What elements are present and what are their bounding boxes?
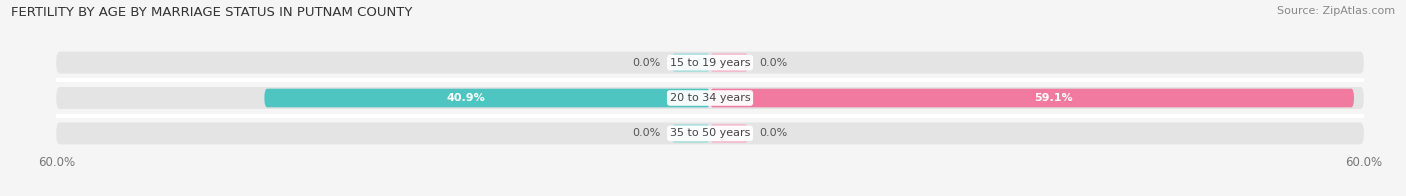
FancyBboxPatch shape <box>710 53 748 72</box>
Text: 35 to 50 years: 35 to 50 years <box>669 128 751 138</box>
Text: 0.0%: 0.0% <box>633 128 661 138</box>
FancyBboxPatch shape <box>56 122 1364 144</box>
FancyBboxPatch shape <box>56 87 1364 109</box>
Text: 0.0%: 0.0% <box>759 128 787 138</box>
Text: 15 to 19 years: 15 to 19 years <box>669 58 751 68</box>
Text: 0.0%: 0.0% <box>759 58 787 68</box>
FancyBboxPatch shape <box>56 52 1364 74</box>
FancyBboxPatch shape <box>672 124 710 143</box>
Text: 59.1%: 59.1% <box>1035 93 1073 103</box>
Text: FERTILITY BY AGE BY MARRIAGE STATUS IN PUTNAM COUNTY: FERTILITY BY AGE BY MARRIAGE STATUS IN P… <box>11 6 412 19</box>
Text: Source: ZipAtlas.com: Source: ZipAtlas.com <box>1277 6 1395 16</box>
FancyBboxPatch shape <box>672 53 710 72</box>
FancyBboxPatch shape <box>710 124 748 143</box>
FancyBboxPatch shape <box>710 89 1354 107</box>
Text: 0.0%: 0.0% <box>633 58 661 68</box>
FancyBboxPatch shape <box>264 89 710 107</box>
Text: 40.9%: 40.9% <box>446 93 485 103</box>
Text: 20 to 34 years: 20 to 34 years <box>669 93 751 103</box>
